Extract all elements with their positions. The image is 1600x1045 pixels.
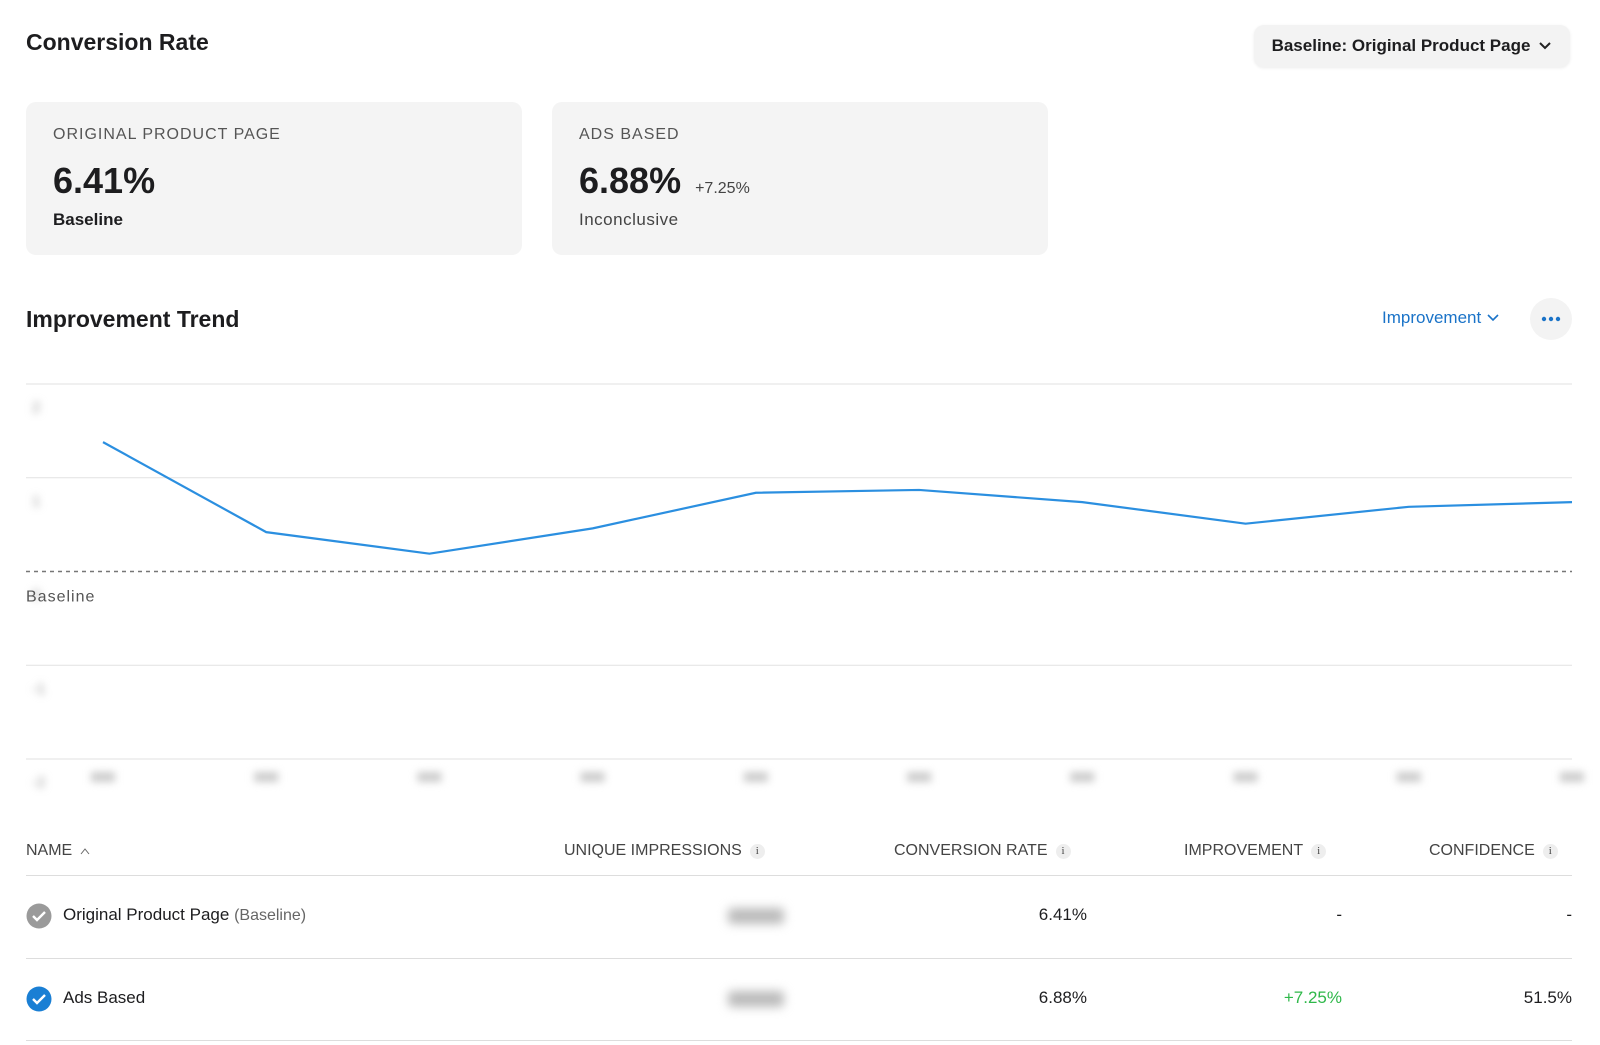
more-icon (1541, 316, 1561, 322)
card-value-row: 6.88% +7.25% (579, 160, 750, 202)
row-name: Original Product Page (Baseline) (63, 905, 306, 925)
blurred-impressions (728, 908, 784, 924)
x-label-placeholder (743, 772, 768, 782)
chevron (1539, 42, 1552, 50)
y-tick-label: 1 (32, 493, 40, 510)
info-icon[interactable]: i (1542, 843, 1558, 859)
card: ORIGINAL PRODUCT PAGE 6.41% Baseline (26, 102, 522, 255)
column-header-label: CONVERSION RATE (894, 842, 1048, 859)
chevron (1487, 314, 1499, 322)
card: ADS BASED 6.88% +7.25% Inconclusive (552, 102, 1048, 255)
cell-conversion-rate: 6.41% (1038, 905, 1087, 924)
x-label-placeholder (91, 772, 115, 782)
column-header: UNIQUE IMPRESSIONS i (564, 842, 765, 860)
x-label-placeholder (1396, 772, 1421, 782)
info-icon[interactable]: i (1055, 843, 1071, 859)
column-header-label: NAME (26, 842, 73, 859)
column-header: CONVERSION RATE i (894, 842, 1071, 860)
column-header: CONFIDENCE i (1429, 842, 1558, 860)
y-tick-label: -2 (32, 774, 45, 791)
y-tick-label: 2 (32, 399, 40, 416)
x-label-placeholder (254, 772, 279, 782)
cell-confidence: 51.5% (1523, 988, 1572, 1007)
column-header: IMPROVEMENT i (1184, 842, 1327, 860)
cell-confidence: - (1566, 905, 1572, 924)
section-title: Improvement Trend (26, 306, 240, 332)
column-header-label: IMPROVEMENT (1184, 842, 1304, 859)
row-check[interactable] (26, 986, 52, 1012)
more-button[interactable] (1530, 298, 1572, 340)
sort-icon (80, 848, 90, 855)
card-change: +7.25% (695, 180, 750, 197)
metric-dropdown-label: Improvement (1382, 308, 1482, 327)
x-label-placeholder (580, 772, 605, 782)
x-label-placeholder (1560, 772, 1584, 782)
row-name: Ads Based (63, 988, 146, 1007)
row-tag: (Baseline) (234, 907, 307, 924)
cell-improvement: - (1336, 905, 1342, 924)
trend-chart: -2 -1 0 1 2 Baseline (26, 383, 1584, 791)
page-title: Conversion Rate (26, 29, 209, 55)
card-label: ADS BASED (579, 126, 680, 143)
x-label-placeholder (1233, 772, 1258, 782)
card-status: Baseline (53, 210, 123, 229)
x-label-placeholder (1070, 772, 1095, 782)
trend-line (102, 441, 1573, 555)
card-value: 6.41% (53, 160, 156, 201)
x-label-placeholder (907, 772, 932, 782)
row-name-text: Original Product Page (63, 905, 230, 924)
card-status: Inconclusive (579, 210, 679, 229)
card-value: 6.88% (579, 160, 682, 201)
info-icon[interactable]: i (1311, 843, 1327, 859)
baseline-label: Baseline (26, 589, 95, 606)
column-header-label: UNIQUE IMPRESSIONS (564, 842, 742, 859)
divider (26, 958, 1572, 959)
y-tick-label: 0 (32, 587, 40, 604)
column-header[interactable]: NAME (26, 842, 90, 860)
cell-improvement: +7.25% (1283, 988, 1342, 1007)
baseline-dropdown[interactable]: Baseline: Original Product Page (1254, 25, 1570, 67)
y-tick-label: -1 (32, 680, 45, 697)
card-label: ORIGINAL PRODUCT PAGE (53, 126, 281, 143)
row-check[interactable] (26, 903, 52, 929)
baseline-dropdown-label: Baseline: Original Product Page (1271, 36, 1531, 55)
metric-dropdown[interactable]: Improvement (1382, 308, 1499, 328)
divider (26, 1040, 1572, 1041)
cell-conversion-rate: 6.88% (1038, 988, 1087, 1007)
blurred-impressions (728, 991, 784, 1007)
divider (26, 875, 1572, 876)
x-label-placeholder (417, 772, 442, 782)
info-icon[interactable]: i (749, 843, 765, 859)
column-header-label: CONFIDENCE (1429, 842, 1535, 859)
